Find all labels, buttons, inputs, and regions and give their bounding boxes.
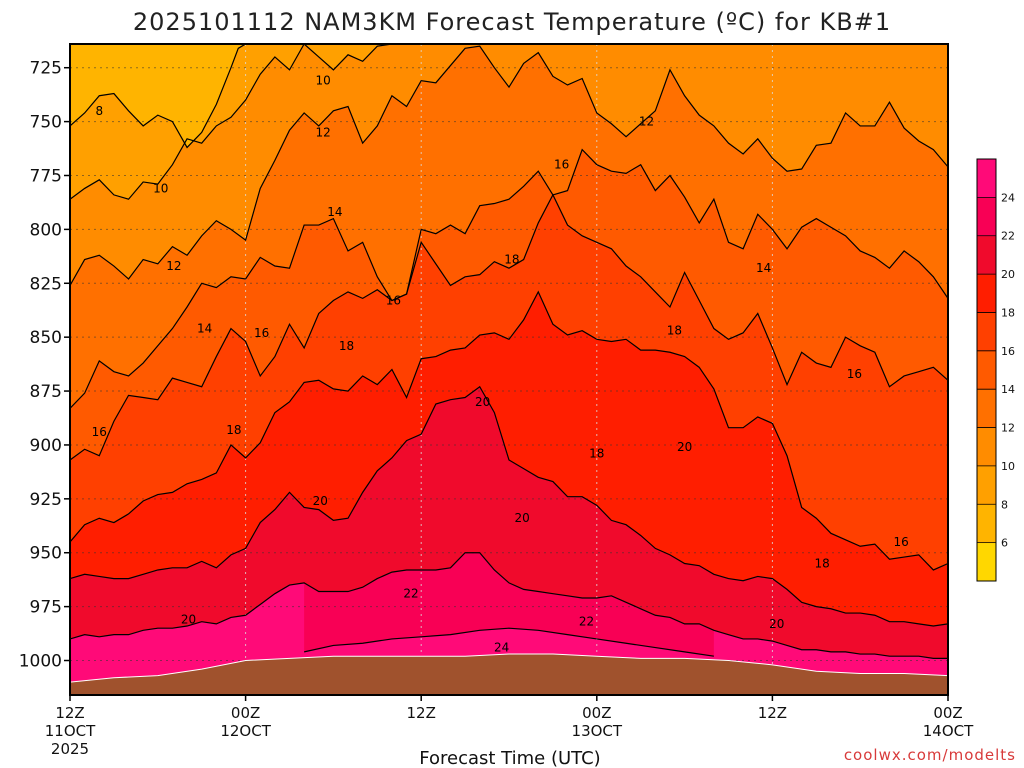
contour-line-14 — [70, 148, 948, 409]
x-tick-hour: 12Z — [55, 704, 84, 722]
plot-frame — [69, 43, 949, 696]
contour-label-18: 18 — [667, 324, 682, 338]
contour-line-16 — [70, 193, 948, 461]
contour-label-20: 20 — [313, 494, 328, 508]
contour-label-12: 12 — [639, 115, 654, 129]
contour-label-20: 20 — [677, 440, 692, 454]
terrain-surface — [70, 653, 948, 695]
contour-label-14: 14 — [327, 205, 342, 219]
colorbar-label: 20 — [1001, 268, 1015, 281]
contour-label-10: 10 — [153, 181, 168, 195]
colorbar-label: 10 — [1001, 460, 1015, 473]
colorbar-segment — [977, 235, 996, 275]
colorbar-segment — [977, 389, 996, 429]
contour-labels: 8 10 10 12 12 12 14 14 14 16 16 16 16 16 16 18 18 18 18 18 1… — [92, 74, 909, 655]
colorbar-segment — [977, 350, 996, 390]
y-tick-label: 950 — [30, 544, 62, 564]
chart-title: 2025101112 NAM3KM Forecast Temperature (… — [133, 8, 891, 36]
contour-label-16: 16 — [254, 326, 269, 340]
contour-label-18: 18 — [226, 423, 241, 437]
contour-label-14: 14 — [197, 322, 212, 336]
x-tick-hour: 00Z — [582, 704, 611, 722]
colorbar-label: 12 — [1001, 422, 1015, 435]
colorbar: 6 8 10 12 14 16 18 20 22 24 — [976, 158, 1015, 582]
y-tick-label: 800 — [30, 220, 62, 240]
colorbar-segment — [977, 274, 996, 313]
x-tick-hour: 12Z — [407, 704, 436, 722]
colorbar-label: 8 — [1001, 498, 1008, 511]
colorbar-segment — [977, 542, 996, 582]
colorbar-frame — [976, 158, 997, 582]
y-tick-label: 875 — [30, 382, 62, 402]
colorbar-label: 24 — [1001, 191, 1015, 204]
colorbar-label: 16 — [1001, 345, 1015, 358]
contour-label-18: 18 — [339, 339, 354, 353]
y-tick-label: 900 — [30, 436, 62, 456]
y-axis: 725 750 775 800 825 850 875 900 925 950 975 1000 — [19, 59, 70, 672]
contour-label-12: 12 — [316, 125, 331, 139]
temperature-fill-bands — [70, 44, 948, 695]
colorbar-segment — [977, 197, 996, 237]
contour-label-24: 24 — [494, 641, 509, 655]
contour-label-16: 16 — [894, 535, 909, 549]
y-tick-label: 925 — [30, 490, 62, 510]
y-tick-label: 725 — [30, 59, 62, 79]
contour-line-8 — [70, 44, 246, 149]
colorbar-label: 18 — [1001, 306, 1015, 319]
x-tick-date: 14OCT — [923, 722, 974, 740]
contour-line-10 — [70, 44, 393, 200]
contour-lines — [70, 44, 948, 659]
contour-label-20: 20 — [475, 395, 490, 409]
contour-line-12 — [70, 45, 948, 286]
y-tick-label: 850 — [30, 328, 62, 348]
colorbar-label: 14 — [1001, 383, 1015, 396]
x-tick-hour: 12Z — [758, 704, 787, 722]
colorbar-segment — [977, 159, 996, 198]
contour-label-8: 8 — [95, 104, 103, 118]
y-tick-label: 975 — [30, 598, 62, 618]
credit-text: coolwx.com/modelts — [844, 746, 1016, 764]
band-below-8 — [70, 44, 246, 148]
contour-label-20: 20 — [515, 511, 530, 525]
contour-label-16: 16 — [386, 294, 401, 308]
x-axis-title: Forecast Time (UTC) — [419, 748, 600, 768]
contour-label-18: 18 — [815, 557, 830, 571]
contour-label-18: 18 — [504, 253, 519, 267]
colorbar-segment — [977, 504, 996, 544]
colorbar-segment — [977, 312, 996, 352]
y-tick-label: 1000 — [19, 652, 62, 672]
contour-label-10: 10 — [316, 74, 331, 88]
colorbar-label: 22 — [1001, 230, 1015, 243]
y-tick-label: 825 — [30, 274, 62, 294]
contour-line-22 — [70, 552, 948, 659]
terrain-fill — [70, 653, 948, 695]
x-tick-date: 12OCT — [220, 722, 271, 740]
x-tick-date: 11OCT — [45, 722, 96, 740]
contour-label-12: 12 — [166, 259, 181, 273]
y-tick-label: 750 — [30, 113, 62, 133]
band-below-12 — [70, 44, 948, 286]
contour-label-22: 22 — [403, 587, 418, 601]
contour-label-20: 20 — [181, 613, 196, 627]
contour-label-20: 20 — [769, 617, 784, 631]
x-tick-date: 13OCT — [572, 722, 623, 740]
contour-line-20 — [70, 385, 948, 627]
contour-label-16: 16 — [847, 367, 862, 381]
x-tick-year: 2025 — [51, 740, 89, 758]
colorbar-label: 6 — [1001, 537, 1008, 550]
contour-label-16: 16 — [92, 425, 107, 439]
contour-label-14: 14 — [756, 261, 771, 275]
contour-label-16: 16 — [554, 158, 569, 172]
colorbar-segment — [977, 465, 996, 505]
contour-line-18 — [70, 290, 948, 571]
contour-line-24 — [304, 627, 714, 657]
x-tick-hour: 00Z — [231, 704, 260, 722]
contour-label-22: 22 — [579, 615, 594, 629]
x-tick-hour: 00Z — [933, 704, 962, 722]
y-tick-label: 775 — [30, 166, 62, 186]
colorbar-segment — [977, 427, 996, 467]
contour-label-18: 18 — [589, 447, 604, 461]
